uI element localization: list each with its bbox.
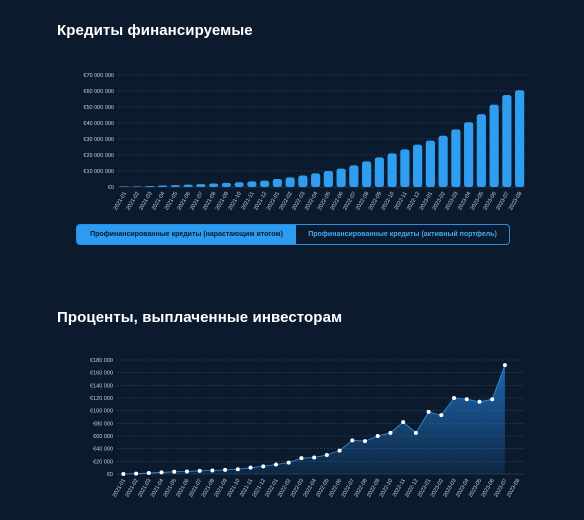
data-point [121, 472, 126, 476]
bar [336, 168, 346, 187]
bar [158, 185, 168, 187]
data-point [235, 467, 240, 472]
data-point [439, 413, 444, 418]
bar [425, 140, 435, 187]
data-point [337, 448, 342, 453]
y-tick-label: €30 000 000 [83, 137, 114, 143]
bar [362, 161, 372, 187]
data-point [363, 439, 368, 444]
y-tick-label: €120 000 [90, 396, 113, 402]
toggle-cumulative-button[interactable]: Профинансированные кредиты (нарастающим … [77, 225, 296, 244]
bar [272, 179, 282, 187]
data-point [452, 396, 457, 400]
bar [145, 186, 155, 187]
toggle-active-portfolio-button[interactable]: Профинансированные кредиты (активный пор… [308, 231, 497, 238]
bar [374, 157, 384, 187]
data-point [286, 460, 291, 465]
y-tick-label: €60 000 000 [83, 89, 114, 95]
bar [221, 182, 231, 187]
bar [260, 180, 270, 187]
bar [387, 153, 397, 187]
bar [489, 104, 499, 187]
chart-title-loans: Кредиты финансируемые [57, 22, 253, 39]
y-tick-label: €100 000 [90, 409, 113, 415]
data-point [210, 468, 215, 473]
y-tick-label: €10 000 000 [83, 169, 114, 175]
bar [464, 122, 474, 187]
y-tick-label: €0 [107, 472, 113, 478]
bar [400, 149, 410, 187]
data-point [184, 469, 189, 474]
y-tick-label: €50 000 000 [83, 105, 114, 111]
data-point [324, 453, 329, 457]
interest-area-chart: €0 €20 000 €40 000 €60 000 €80 000 €100 000 €1… [90, 358, 524, 498]
bar [413, 144, 423, 187]
data-point [159, 470, 164, 475]
bar [183, 184, 193, 187]
data-point [401, 420, 406, 425]
bar [451, 129, 461, 187]
data-point [273, 462, 278, 467]
y-tick-label: €0 [108, 185, 114, 191]
bar [285, 177, 295, 187]
bar [349, 165, 359, 187]
portfolio-toggle[interactable]: Профинансированные кредиты (нарастающим … [76, 224, 510, 245]
bar [502, 95, 512, 187]
y-tick-label: €180 000 [90, 358, 113, 364]
data-point [223, 467, 228, 472]
bar [119, 186, 129, 187]
y-tick-label: €40 000 [93, 447, 113, 453]
bar [515, 90, 525, 187]
y-tick-label: €40 000 000 [83, 121, 114, 127]
loans-bar-chart: €0 €10 000 000 €20 000 000 €30 000 000 €40 0… [83, 73, 526, 211]
data-point [464, 397, 469, 402]
data-point [502, 363, 507, 368]
y-tick-label: €20 000 000 [83, 153, 114, 159]
bar [323, 171, 333, 187]
bar [234, 182, 244, 187]
data-point [477, 399, 482, 404]
data-point [312, 455, 317, 460]
data-point [146, 471, 151, 476]
bar [132, 186, 142, 187]
bar [438, 135, 448, 187]
bar [311, 173, 321, 187]
chart-title-interest: Проценты, выплаченные инвесторам [57, 309, 343, 326]
data-point [388, 430, 393, 435]
data-point [248, 465, 253, 470]
data-point [261, 464, 266, 469]
data-point [350, 438, 355, 443]
y-tick-label: €140 000 [90, 383, 113, 389]
bar [298, 175, 308, 187]
bar [170, 185, 180, 187]
bar [476, 114, 486, 187]
data-point [299, 456, 304, 461]
series-area [123, 365, 505, 474]
y-tick-label: €60 000 [93, 434, 113, 440]
bar [209, 183, 219, 187]
bar [247, 181, 257, 187]
data-point [172, 469, 177, 474]
y-tick-label: €80 000 [93, 421, 113, 427]
data-point [197, 468, 202, 473]
y-tick-label: €160 000 [90, 371, 113, 377]
data-point [134, 471, 139, 476]
bar [196, 184, 206, 187]
data-point [426, 409, 431, 414]
data-point [413, 430, 418, 435]
data-point [490, 397, 495, 402]
data-point [375, 434, 380, 438]
y-tick-label: €20 000 [93, 459, 113, 465]
y-tick-label: €70 000 000 [83, 73, 114, 79]
